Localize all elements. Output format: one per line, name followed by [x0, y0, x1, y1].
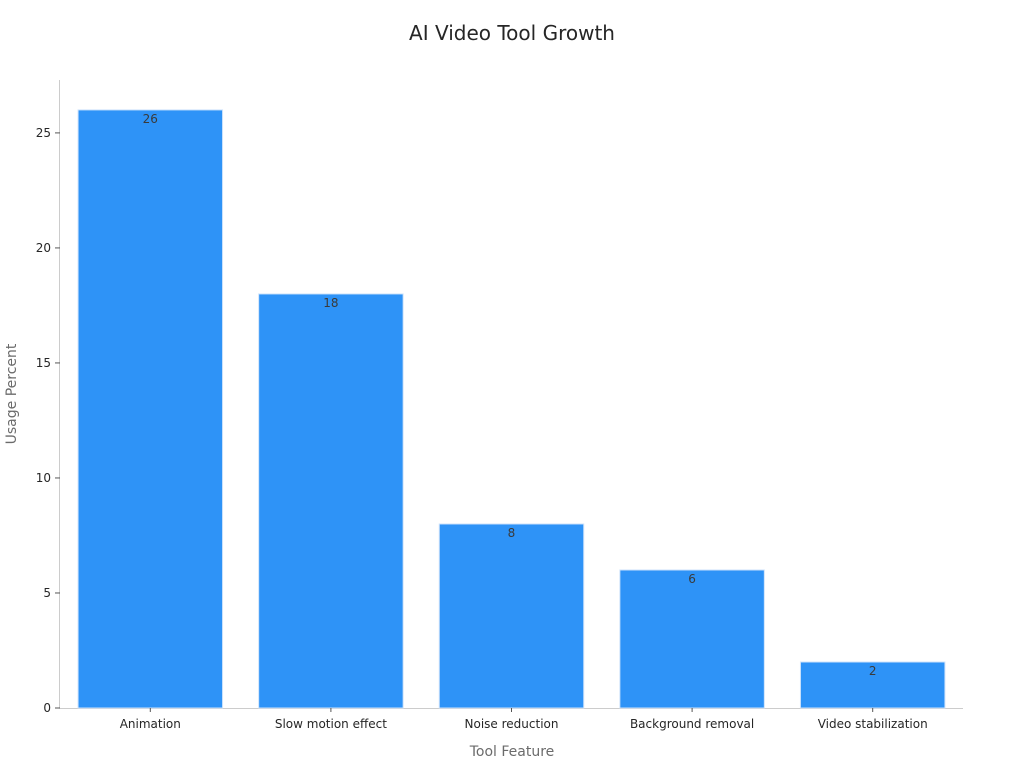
y-tick-label: 5 [43, 586, 51, 600]
y-tick-label: 0 [43, 701, 51, 715]
x-tick-label: Noise reduction [465, 717, 559, 731]
bar [438, 523, 585, 709]
x-axis-label: Tool Feature [469, 744, 555, 760]
x-ticks: Animation Slow motion effect Noise reducti… [120, 708, 928, 731]
bar-value-label: 6 [688, 572, 696, 586]
y-tick-label: 10 [36, 471, 51, 485]
x-tick-label: Background removal [630, 717, 754, 731]
bar [799, 661, 946, 709]
x-tick-label: Video stabilization [818, 717, 928, 731]
x-tick-label: Animation [120, 717, 181, 731]
bar-value-label: 8 [508, 526, 516, 540]
y-axis-label: Usage Percent [4, 343, 20, 444]
bar-value-label: 18 [323, 296, 338, 310]
bars [77, 109, 946, 709]
bar [619, 569, 765, 709]
data-labels: 26 18 8 6 2 [143, 112, 877, 678]
bar-value-label: 26 [143, 112, 158, 126]
y-ticks: 0 5 10 15 20 25 [36, 126, 60, 715]
chart-title: AI Video Tool Growth [409, 21, 615, 45]
y-tick-label: 25 [36, 126, 51, 140]
plot-area: 26 18 8 6 2 0 5 10 15 20 25 Animation Slow motion … [36, 80, 963, 731]
bar-value-label: 2 [869, 664, 877, 678]
bar [258, 293, 404, 709]
y-tick-label: 20 [36, 241, 51, 255]
bar [77, 109, 224, 709]
y-tick-label: 15 [36, 356, 51, 370]
x-tick-label: Slow motion effect [275, 717, 387, 731]
